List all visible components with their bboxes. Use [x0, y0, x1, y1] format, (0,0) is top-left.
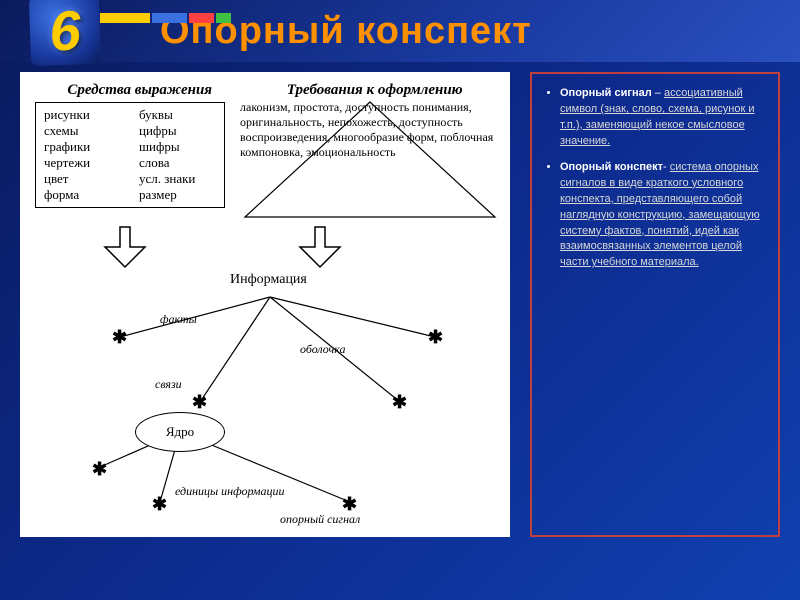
- item: рисунки: [44, 107, 121, 123]
- item: цвет: [44, 171, 121, 187]
- requirements-text: лаконизм, простота, доступность понимани…: [240, 100, 495, 160]
- sep: -: [663, 161, 670, 173]
- annot-facts: факты: [160, 312, 197, 327]
- star-icon: ✱: [92, 459, 107, 480]
- annot-links: связи: [155, 377, 182, 392]
- term: Опорный сигнал: [560, 87, 652, 99]
- diagram-panel: Средства выражения Требования к оформлен…: [20, 72, 510, 537]
- deco-stripe: [100, 10, 300, 20]
- star-icon: ✱: [192, 392, 207, 413]
- annot-shell: оболочка: [300, 342, 346, 357]
- item: чертежи: [44, 155, 121, 171]
- item: шифры: [139, 139, 216, 155]
- list-item: Опорный конспект- система опорных сигнал…: [560, 160, 764, 272]
- star-icon: ✱: [152, 494, 167, 515]
- sidebar-panel: Опорный сигнал – ассоциативный символ (з…: [530, 72, 780, 537]
- item: буквы: [139, 107, 216, 123]
- star-icon: ✱: [112, 327, 127, 348]
- slide-number: 6: [48, 0, 81, 63]
- core-label: Ядро: [166, 424, 194, 440]
- header-right: Требования к оформлению: [287, 82, 463, 99]
- definition-list: Опорный сигнал – ассоциативный символ (з…: [546, 86, 764, 271]
- col2: буквы цифры шифры слова усл. знаки разме…: [139, 107, 216, 203]
- header-left: Средства выражения: [67, 82, 212, 99]
- item: усл. знаки: [139, 171, 216, 187]
- item: размер: [139, 187, 216, 203]
- item: форма: [44, 187, 121, 203]
- star-icon: ✱: [392, 392, 407, 413]
- definition: система опорных сигналов в виде краткого…: [560, 161, 760, 269]
- means-box: рисунки схемы графики чертежи цвет форма…: [35, 102, 225, 208]
- core-oval: Ядро: [135, 412, 225, 452]
- term: Опорный конспект: [560, 161, 663, 173]
- item: схемы: [44, 123, 121, 139]
- item: графики: [44, 139, 121, 155]
- item: слова: [139, 155, 216, 171]
- info-label: Информация: [230, 272, 307, 288]
- col1: рисунки схемы графики чертежи цвет форма: [44, 107, 121, 203]
- sep: –: [652, 87, 664, 99]
- annot-units: единицы информации: [175, 484, 285, 499]
- annot-signal: опорный сигнал: [280, 512, 360, 527]
- list-item: Опорный сигнал – ассоциативный символ (з…: [560, 86, 764, 150]
- slide-number-badge: 6: [29, 0, 101, 66]
- header-bar: 6 Опорный конспект: [0, 0, 800, 62]
- star-icon: ✱: [428, 327, 443, 348]
- diagram-headers: Средства выражения Требования к оформлен…: [30, 82, 500, 99]
- item: цифры: [139, 123, 216, 139]
- requirements-triangle: лаконизм, простота, доступность понимани…: [240, 100, 495, 220]
- content-area: Средства выражения Требования к оформлен…: [20, 72, 780, 537]
